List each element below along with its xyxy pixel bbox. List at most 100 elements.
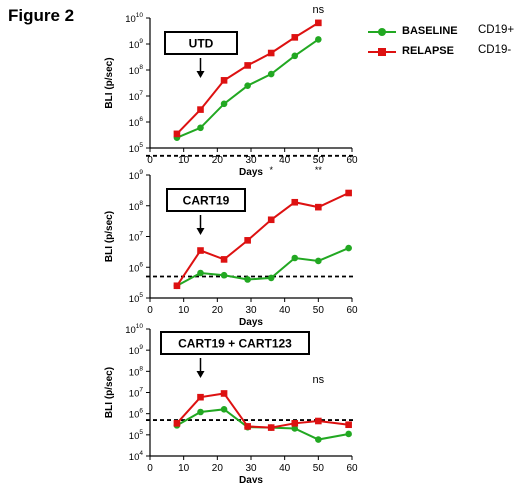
y-axis-label: BLI (p/sec) bbox=[104, 211, 115, 262]
significance-annotation: ** bbox=[315, 165, 323, 175]
x-tick-label: 10 bbox=[178, 463, 190, 474]
treatment-label: UTD bbox=[189, 37, 214, 51]
x-tick-label: 20 bbox=[212, 305, 224, 316]
data-point-baseline bbox=[197, 408, 204, 416]
data-point-relapse bbox=[173, 282, 181, 290]
y-tick-label: 107 bbox=[129, 231, 144, 244]
significance-annotation: ns bbox=[313, 4, 325, 16]
x-tick-label: 50 bbox=[313, 463, 325, 474]
data-point-relapse bbox=[291, 34, 299, 41]
data-point-baseline bbox=[267, 70, 275, 78]
data-point-relapse bbox=[220, 256, 228, 263]
x-tick-label: 60 bbox=[346, 155, 358, 166]
legend-label: BASELINE bbox=[402, 25, 458, 37]
data-point-baseline bbox=[345, 430, 352, 438]
y-axis-label: BLI (p/sec) bbox=[104, 57, 115, 108]
data-point-relapse bbox=[244, 423, 251, 430]
data-point-relapse bbox=[291, 198, 299, 206]
x-tick-label: 50 bbox=[313, 305, 325, 316]
legend-symbol-circle bbox=[368, 28, 396, 36]
legend: BASELINE CD19+ RELAPSE CD19- bbox=[368, 22, 518, 62]
chart-panel-3: 0 10 20 30 40 50 60 Days 104 105 106 107 108 109 1010 B… bbox=[104, 323, 358, 483]
x-axis-label: Days bbox=[239, 167, 263, 178]
data-point-baseline bbox=[244, 276, 251, 283]
x-tick-label: 60 bbox=[346, 463, 358, 474]
data-point-baseline bbox=[345, 244, 352, 252]
y-tick-label: 107 bbox=[129, 387, 144, 400]
legend-item-baseline: BASELINE CD19+ bbox=[368, 22, 518, 42]
y-tick-label: 106 bbox=[129, 408, 144, 421]
data-point-baseline bbox=[197, 269, 204, 277]
data-point-relapse bbox=[197, 106, 204, 113]
treatment-label-box bbox=[164, 31, 238, 55]
arrow-head-icon bbox=[196, 71, 205, 78]
data-point-baseline bbox=[220, 271, 228, 279]
x-tick-label: 20 bbox=[212, 463, 224, 474]
y-tick-label: 106 bbox=[129, 116, 144, 129]
x-tick-label: 10 bbox=[178, 155, 190, 166]
y-tick-label: 108 bbox=[129, 64, 144, 77]
legend-extra: CD19- bbox=[478, 44, 512, 56]
treatment-label-box bbox=[166, 188, 246, 212]
data-point-relapse bbox=[315, 203, 322, 211]
data-point-relapse bbox=[173, 420, 181, 427]
data-point-relapse bbox=[197, 247, 204, 254]
chart-panel-2: 0 10 20 30 40 50 60 Days 105 106 107 108 109 BLI (p/s… bbox=[104, 165, 358, 328]
data-point-baseline bbox=[197, 124, 204, 132]
y-tick-label: 109 bbox=[129, 169, 144, 182]
legend-extra: CD19+ bbox=[478, 24, 515, 36]
y-tick-label: 105 bbox=[129, 429, 144, 442]
data-point-baseline bbox=[315, 36, 322, 43]
y-tick-label: 105 bbox=[129, 142, 144, 155]
data-point-relapse bbox=[267, 424, 275, 431]
data-point-baseline bbox=[220, 100, 228, 108]
x-tick-label: 40 bbox=[279, 305, 291, 316]
data-point-relapse bbox=[291, 420, 299, 427]
x-tick-label: 50 bbox=[313, 155, 325, 166]
figure-title: Figure 2 bbox=[8, 6, 75, 25]
series-line-baseline bbox=[176, 247, 350, 287]
treatment-label-box bbox=[160, 331, 310, 355]
data-point-relapse bbox=[244, 62, 251, 69]
chart-panel-1: 0 10 20 30 40 50 60 Days 105 106 107 108 109 1010 BLI … bbox=[104, 4, 358, 178]
x-tick-label: 30 bbox=[245, 463, 257, 474]
data-point-relapse bbox=[267, 216, 275, 224]
data-point-relapse bbox=[315, 417, 322, 425]
legend-label: RELAPSE bbox=[402, 45, 454, 57]
y-tick-label: 109 bbox=[129, 38, 144, 51]
x-tick-label: 0 bbox=[147, 155, 153, 166]
y-tick-label: 108 bbox=[129, 365, 144, 378]
significance-annotation: ns bbox=[313, 374, 325, 386]
x-tick-label: 30 bbox=[245, 305, 257, 316]
data-point-baseline bbox=[315, 436, 322, 443]
data-point-baseline bbox=[291, 254, 299, 262]
y-tick-label: 106 bbox=[129, 261, 144, 274]
series-line-relapse bbox=[176, 192, 350, 287]
y-tick-label: 104 bbox=[129, 450, 144, 463]
arrow-head-icon bbox=[196, 228, 205, 235]
y-tick-label: 108 bbox=[129, 200, 144, 213]
x-tick-label: 40 bbox=[279, 155, 291, 166]
data-point-relapse bbox=[220, 390, 228, 397]
x-tick-label: 0 bbox=[147, 305, 153, 316]
data-point-relapse bbox=[345, 189, 352, 197]
data-point-relapse bbox=[173, 130, 181, 138]
data-point-baseline bbox=[291, 52, 299, 60]
x-axis-label: Days bbox=[239, 475, 263, 483]
data-point-baseline bbox=[244, 82, 251, 89]
data-point-baseline bbox=[220, 406, 228, 413]
x-tick-label: 20 bbox=[212, 155, 224, 166]
x-tick-label: 40 bbox=[279, 463, 291, 474]
series-line-relapse bbox=[176, 392, 349, 429]
y-tick-label: 1010 bbox=[125, 323, 143, 336]
y-tick-label: 109 bbox=[129, 344, 144, 357]
x-tick-label: 60 bbox=[346, 305, 358, 316]
data-point-relapse bbox=[345, 421, 352, 429]
arrow-head-icon bbox=[196, 371, 205, 378]
x-tick-label: 30 bbox=[245, 155, 257, 166]
data-point-relapse bbox=[315, 19, 322, 27]
treatment-label: CART19 + CART123 bbox=[178, 337, 292, 351]
legend-item-relapse: RELAPSE CD19- bbox=[368, 42, 518, 62]
